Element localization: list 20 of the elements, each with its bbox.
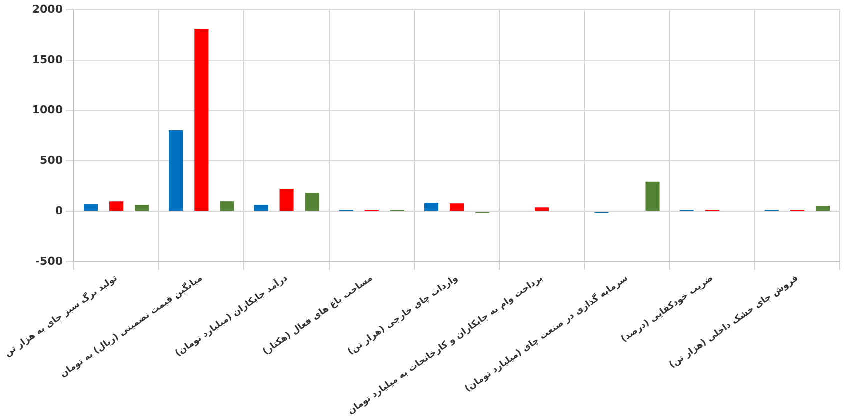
y-tick-label: 2000 [32, 2, 64, 16]
y-tick-label: 500 [40, 154, 64, 168]
bar [535, 208, 550, 212]
bar [305, 193, 320, 212]
y-tick-label: -500 [35, 254, 64, 268]
bar [84, 204, 98, 212]
y-tick-label: 1000 [32, 104, 64, 117]
bar [135, 205, 150, 212]
bar [110, 202, 124, 212]
bar [254, 205, 268, 212]
y-tick-label: 0 [55, 204, 64, 218]
bar [646, 182, 660, 212]
bar [450, 204, 464, 212]
bar [280, 188, 294, 212]
bar [169, 130, 184, 212]
bar [194, 29, 209, 212]
bar [220, 202, 234, 212]
y-tick-label: 1500 [32, 53, 64, 66]
bar [816, 206, 830, 212]
bar [424, 203, 438, 212]
